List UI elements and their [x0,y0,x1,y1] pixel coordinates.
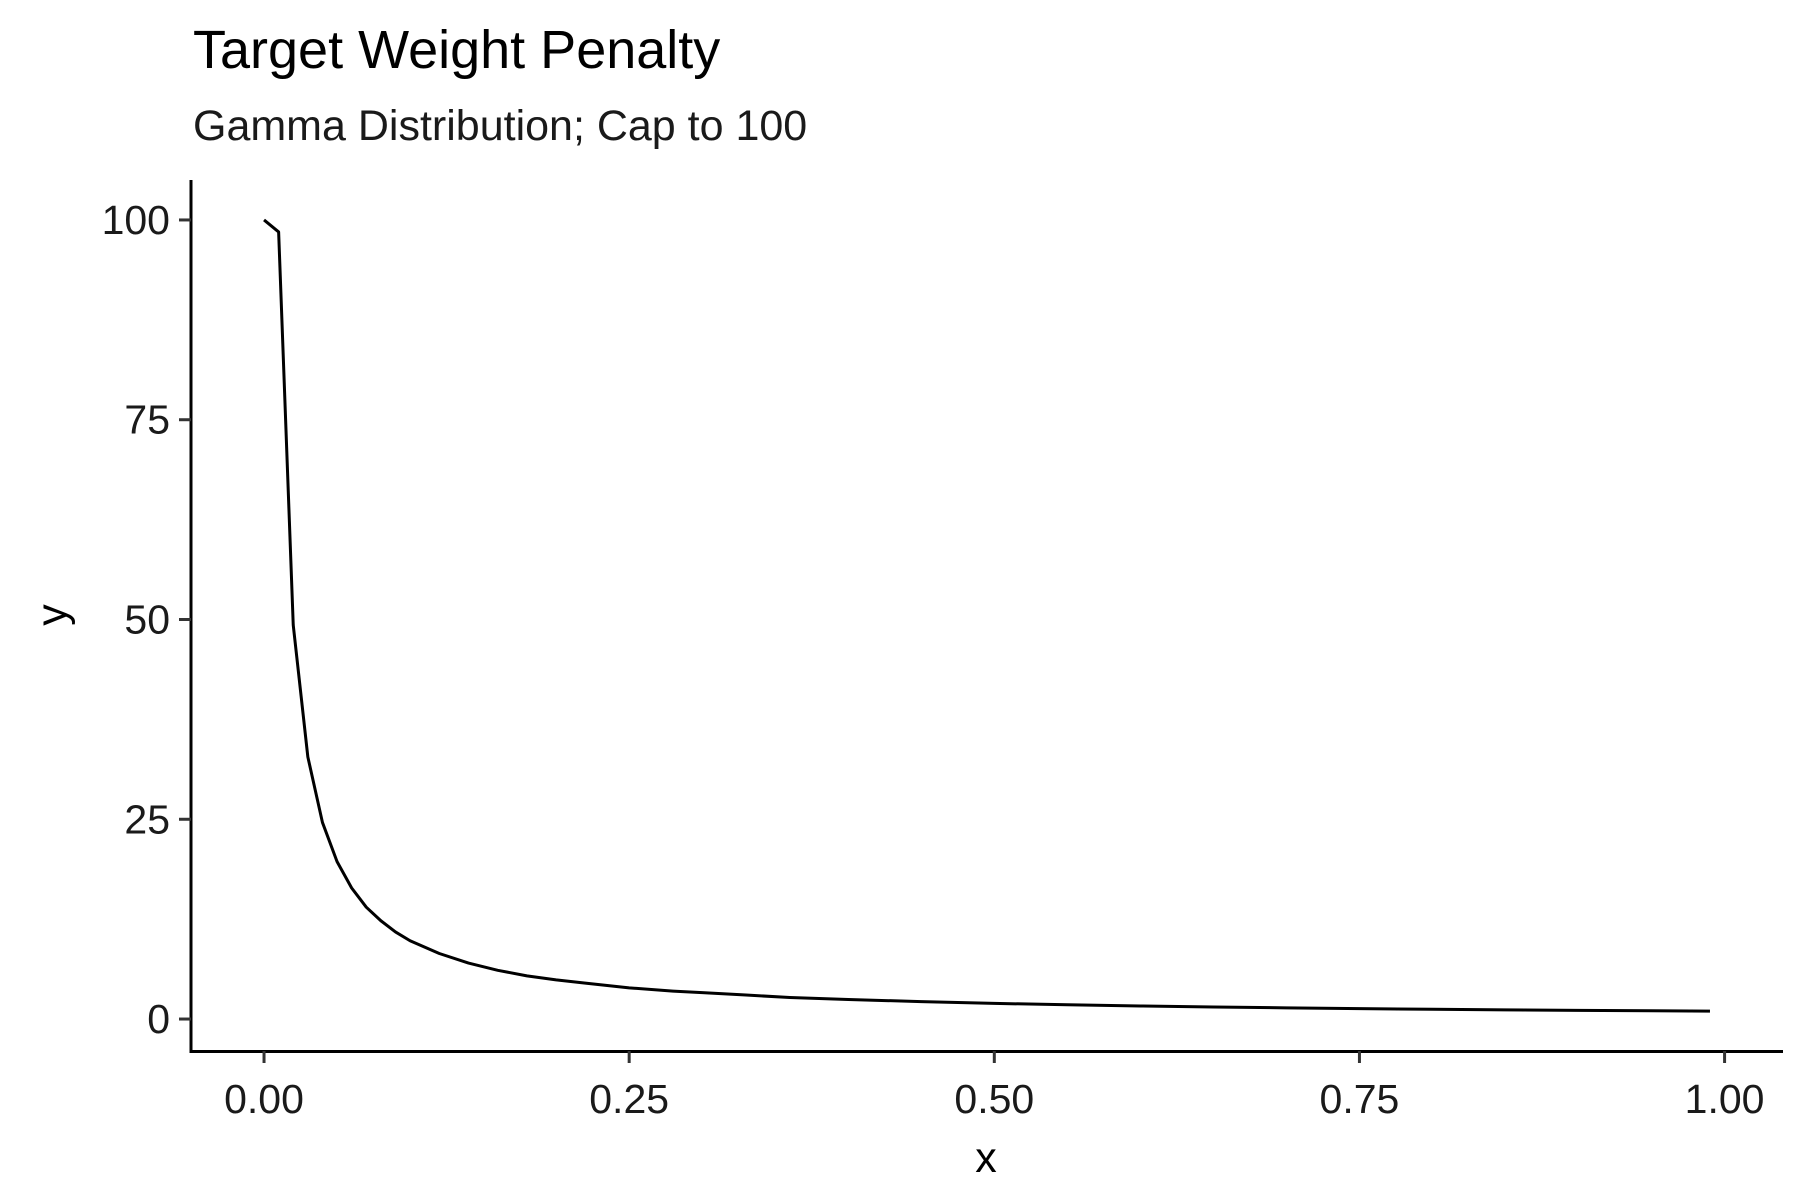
y-tick-label: 75 [124,397,170,443]
x-tick-label: 0.00 [224,1076,304,1122]
chart-title: Target Weight Penalty [193,20,720,80]
x-axis-label: x [975,1134,997,1182]
x-ticks: 0.00 0.25 0.50 0.75 1.00 [224,1051,1764,1122]
y-ticks: 0 25 50 75 100 [102,197,191,1042]
y-tick-label: 100 [102,197,170,243]
y-axis-label: y [28,604,76,626]
x-tick-label: 1.00 [1685,1076,1765,1122]
y-tick-label: 0 [147,996,170,1042]
chart-subtitle: Gamma Distribution; Cap to 100 [193,102,807,150]
x-tick-label: 0.25 [589,1076,669,1122]
y-tick-label: 50 [124,596,170,642]
x-tick-label: 0.50 [954,1076,1034,1122]
x-tick-label: 0.75 [1320,1076,1400,1122]
series-line [263,218,1710,1013]
y-tick-label: 25 [124,796,170,842]
